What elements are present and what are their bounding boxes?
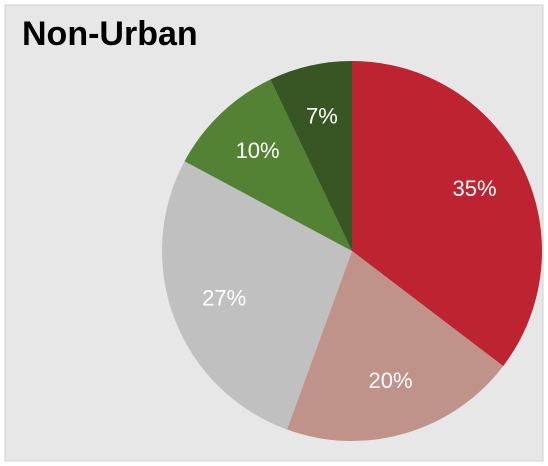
data-label: 20% (369, 368, 413, 393)
data-label: 35% (453, 176, 497, 201)
pie-slice (270, 61, 352, 251)
pie-slice (352, 61, 543, 367)
chart-title: Non-Urban (22, 15, 198, 53)
data-label: 7% (306, 103, 338, 128)
pie-slice (161, 161, 352, 430)
pie-slice (184, 79, 352, 251)
pie-slice (287, 251, 504, 441)
data-label: 27% (202, 286, 246, 311)
data-label: 10% (236, 138, 280, 163)
